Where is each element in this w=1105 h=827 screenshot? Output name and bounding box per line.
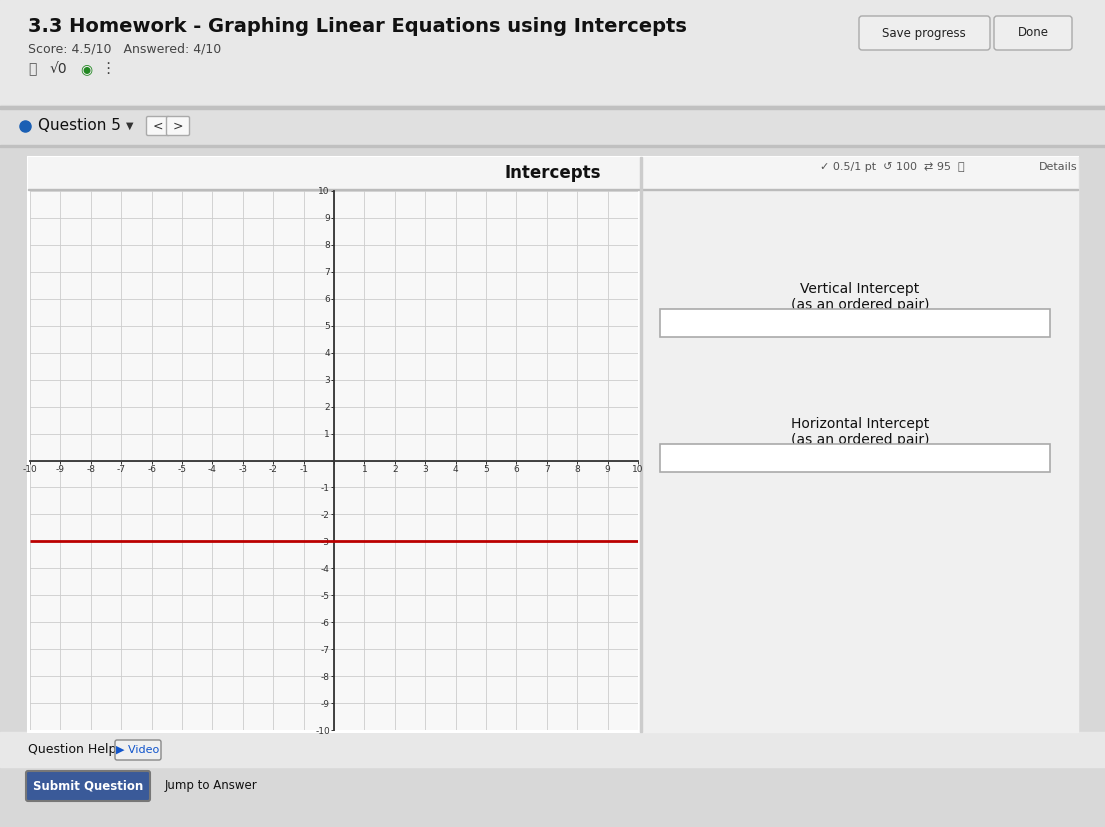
Text: ◉: ◉: [80, 62, 92, 76]
Text: Horizontal Intercept
(as an ordered pair): Horizontal Intercept (as an ordered pair…: [791, 417, 929, 447]
Text: Save progress: Save progress: [882, 26, 966, 40]
Text: Question 5: Question 5: [38, 118, 120, 133]
FancyBboxPatch shape: [167, 117, 189, 136]
Text: Details: Details: [1040, 162, 1078, 172]
Bar: [28, 157, 1078, 732]
Text: ▼: ▼: [126, 121, 134, 131]
Bar: [28, 157, 1078, 189]
Text: Determine the intercepts of the graph below.: Determine the intercepts of the graph be…: [323, 200, 624, 213]
Text: Intercepts: Intercepts: [505, 164, 601, 182]
Text: 3.3 Homework - Graphing Linear Equations using Intercepts: 3.3 Homework - Graphing Linear Equations…: [28, 17, 687, 36]
FancyBboxPatch shape: [859, 16, 990, 50]
Text: 🔍: 🔍: [630, 718, 638, 730]
FancyBboxPatch shape: [27, 771, 150, 801]
Bar: [0, 105, 1105, 147]
Text: ✓ 0.5/1 pt  ↺ 100  ⇄ 95  ⓘ: ✓ 0.5/1 pt ↺ 100 ⇄ 95 ⓘ: [820, 162, 965, 172]
Bar: [640, 157, 642, 732]
Text: Done: Done: [1018, 26, 1049, 40]
Bar: [0, 145, 1105, 147]
FancyBboxPatch shape: [147, 117, 169, 136]
Text: Score: 4.5/10   Answered: 4/10: Score: 4.5/10 Answered: 4/10: [28, 42, 221, 55]
Text: ▶ Video: ▶ Video: [116, 745, 159, 755]
Bar: [640, 157, 1078, 732]
Text: ⋮: ⋮: [99, 61, 115, 77]
Bar: [0, 106, 1105, 109]
FancyBboxPatch shape: [660, 309, 1050, 337]
Bar: [0, 732, 1105, 767]
Bar: [0, 0, 1105, 107]
FancyBboxPatch shape: [115, 740, 161, 760]
Text: Vertical Intercept
(as an ordered pair): Vertical Intercept (as an ordered pair): [791, 282, 929, 312]
Bar: [28, 189, 1078, 190]
Text: √0: √0: [50, 62, 67, 76]
FancyBboxPatch shape: [660, 444, 1050, 472]
FancyBboxPatch shape: [994, 16, 1072, 50]
Text: 🖨: 🖨: [28, 62, 36, 76]
Text: Submit Question: Submit Question: [33, 780, 144, 792]
Text: <: <: [152, 119, 164, 132]
Text: >: >: [172, 119, 183, 132]
Text: Question Help:: Question Help:: [28, 743, 120, 757]
Text: Jump to Answer: Jump to Answer: [165, 780, 257, 792]
